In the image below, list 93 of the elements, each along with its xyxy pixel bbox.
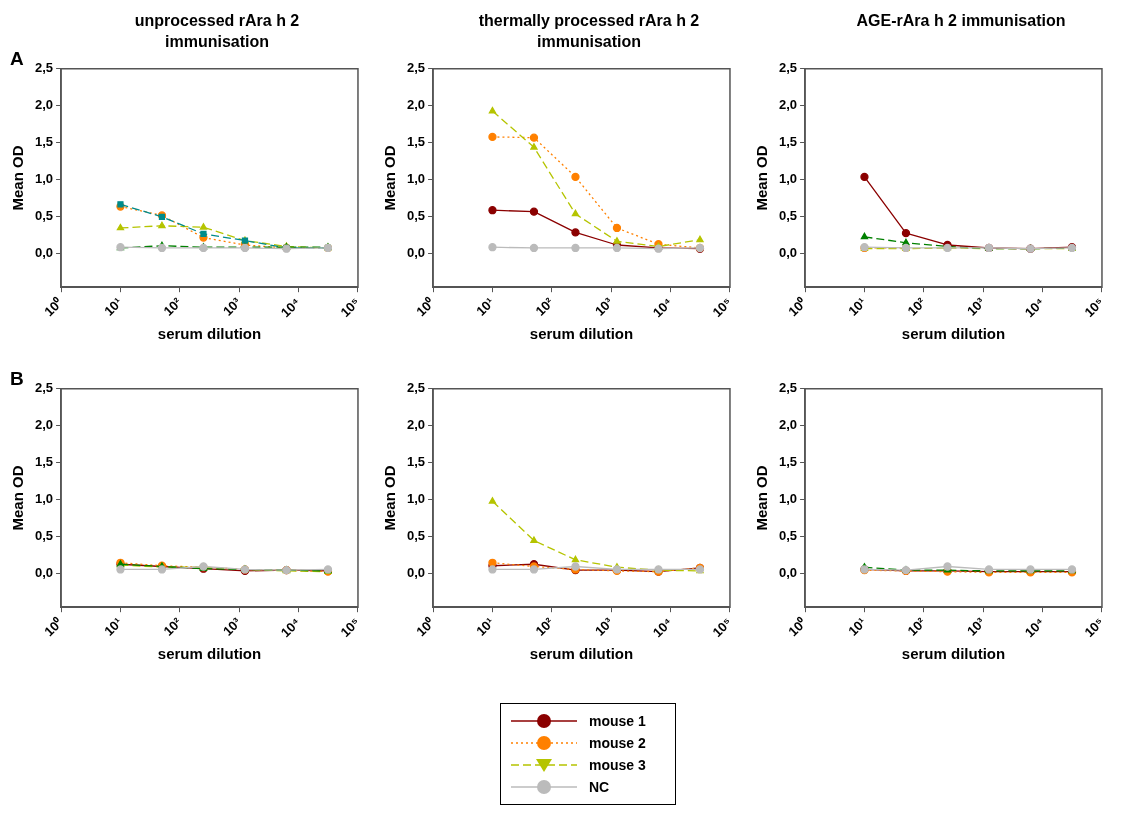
y-tick-label: 2,0 xyxy=(34,97,54,113)
y-tick-label: 0,5 xyxy=(406,528,426,544)
y-tick-label: 1,5 xyxy=(406,134,426,150)
text: B xyxy=(10,368,24,390)
y-tick-label: 0,0 xyxy=(778,565,798,581)
x-tick-label: 10³ xyxy=(963,294,989,319)
chart-title: AGE-rAra h 2 immunisation xyxy=(855,11,1067,31)
x-tick-label: 10⁴ xyxy=(649,294,676,321)
x-tick-label: 10⁰ xyxy=(785,294,810,320)
y-tick-label: 0,5 xyxy=(778,208,798,224)
y-tick-label: 1,0 xyxy=(778,171,798,187)
x-tick-label: 10⁴ xyxy=(277,614,304,641)
y-tick-label: 1,5 xyxy=(34,134,54,150)
x-tick-label: 10⁵ xyxy=(709,614,735,640)
y-tick-label: 2,0 xyxy=(406,417,426,433)
x-tick-label: 10⁰ xyxy=(41,294,66,320)
y-tick-label: 1,0 xyxy=(778,491,798,507)
y-tick-label: 2,0 xyxy=(778,417,798,433)
y-tick-label: 0,0 xyxy=(778,245,798,261)
y-tick-label: 2,5 xyxy=(34,60,54,76)
y-tick-label: 1,5 xyxy=(34,454,54,470)
x-tick-label: 10² xyxy=(160,614,185,639)
y-tick-label: 0,0 xyxy=(34,565,54,581)
y-tick-label: 2,5 xyxy=(406,60,426,76)
legend-label: mouse 1 xyxy=(589,713,646,729)
x-tick-label: 10² xyxy=(532,294,557,319)
y-axis-title: Mean OD xyxy=(753,465,771,531)
x-tick-label: 10³ xyxy=(219,614,245,639)
y-tick-label: 1,0 xyxy=(34,171,54,187)
y-tick-label: 2,0 xyxy=(778,97,798,113)
x-tick-label: 10³ xyxy=(963,614,989,639)
x-tick-label: 10² xyxy=(904,614,929,639)
x-axis-title: serum dilution xyxy=(529,325,634,343)
x-tick-label: 10² xyxy=(160,294,185,319)
x-axis-title: serum dilution xyxy=(157,325,262,343)
x-tick-label: 10¹ xyxy=(473,294,498,319)
y-tick-label: 0,0 xyxy=(406,565,426,581)
chart-title: unprocessed rAra h 2 immunisation xyxy=(133,11,301,52)
y-axis-title: Mean OD xyxy=(381,465,399,531)
y-tick-label: 1,0 xyxy=(34,491,54,507)
y-tick-label: 1,5 xyxy=(778,454,798,470)
x-tick-label: 10⁰ xyxy=(413,294,438,320)
y-tick-label: 1,5 xyxy=(406,454,426,470)
y-tick-label: 2,5 xyxy=(778,380,798,396)
y-tick-label: 1,0 xyxy=(406,491,426,507)
x-tick-label: 10⁴ xyxy=(1021,614,1048,641)
y-tick-label: 0,5 xyxy=(34,208,54,224)
x-axis-title: serum dilution xyxy=(157,645,262,663)
x-axis-title: serum dilution xyxy=(901,645,1006,663)
y-tick-label: 2,5 xyxy=(406,380,426,396)
y-axis-title: Mean OD xyxy=(381,145,399,211)
chart-title: thermally processed rAra h 2 immunisation xyxy=(477,11,701,52)
x-tick-label: 10⁴ xyxy=(1021,294,1048,321)
x-tick-label: 10⁵ xyxy=(337,294,363,320)
x-axis-title: serum dilution xyxy=(529,645,634,663)
x-tick-label: 10⁵ xyxy=(709,294,735,320)
y-tick-label: 0,5 xyxy=(406,208,426,224)
x-tick-label: 10² xyxy=(904,294,929,319)
legend-label: mouse 2 xyxy=(589,735,646,751)
y-tick-label: 0,0 xyxy=(406,245,426,261)
y-axis-title: Mean OD xyxy=(9,145,27,211)
y-tick-label: 2,0 xyxy=(406,97,426,113)
x-tick-label: 10⁰ xyxy=(785,614,810,640)
y-tick-label: 0,0 xyxy=(34,245,54,261)
y-tick-label: 1,0 xyxy=(406,171,426,187)
y-tick-label: 2,0 xyxy=(34,417,54,433)
x-tick-label: 10¹ xyxy=(473,614,498,639)
x-tick-label: 10⁵ xyxy=(1081,294,1107,320)
x-tick-label: 10¹ xyxy=(101,614,126,639)
y-tick-label: 2,5 xyxy=(778,60,798,76)
y-tick-label: 2,5 xyxy=(34,380,54,396)
y-tick-label: 1,5 xyxy=(778,134,798,150)
text: A xyxy=(10,48,24,70)
y-tick-label: 0,5 xyxy=(34,528,54,544)
y-axis-title: Mean OD xyxy=(753,145,771,211)
x-tick-label: 10⁰ xyxy=(413,614,438,640)
x-tick-label: 10⁵ xyxy=(337,614,363,640)
x-axis-title: serum dilution xyxy=(901,325,1006,343)
y-axis-title: Mean OD xyxy=(9,465,27,531)
x-tick-label: 10³ xyxy=(219,294,245,319)
x-tick-label: 10² xyxy=(532,614,557,639)
y-tick-label: 0,5 xyxy=(778,528,798,544)
x-tick-label: 10³ xyxy=(591,294,617,319)
x-tick-label: 10¹ xyxy=(101,294,126,319)
x-tick-label: 10⁴ xyxy=(649,614,676,641)
x-tick-label: 10⁵ xyxy=(1081,614,1107,640)
x-tick-label: 10¹ xyxy=(845,614,870,639)
x-tick-label: 10¹ xyxy=(845,294,870,319)
x-tick-label: 10⁰ xyxy=(41,614,66,640)
legend-label: NC xyxy=(589,779,610,795)
x-tick-label: 10³ xyxy=(591,614,617,639)
legend-label: mouse 3 xyxy=(589,757,646,773)
x-tick-label: 10⁴ xyxy=(277,294,304,321)
